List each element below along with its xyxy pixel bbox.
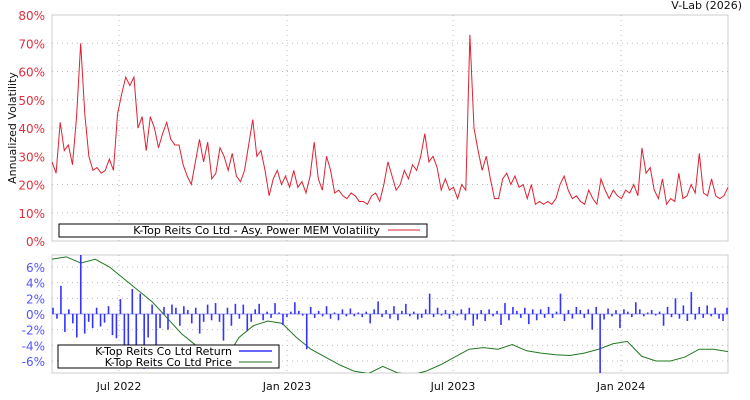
credit-label: V-Lab (2026)	[671, 0, 742, 12]
vol-plot-frame	[51, 14, 729, 242]
price-series-line	[52, 256, 728, 373]
vol-legend-label: K-Top Reits Co Ltd - Asy. Power MEM Vola…	[133, 224, 380, 237]
return-legend-label: K-Top Reits Co Ltd Return	[95, 345, 232, 358]
x-tick-label: Jan 2023	[262, 380, 311, 393]
vol-y-tick-label: 30%	[18, 150, 45, 164]
x-tick-label: Jul 2022	[96, 380, 142, 393]
vol-series-line	[51, 34, 729, 206]
vol-y-tick-label: 50%	[18, 94, 45, 108]
return-y-tick-label: -2%	[22, 324, 45, 338]
vol-y-tick-label: 70%	[18, 37, 45, 51]
vol-y-tick-label: 60%	[18, 66, 45, 80]
x-tick-label: Jul 2023	[430, 380, 476, 393]
vol-y-tick-label: 20%	[18, 179, 45, 193]
vol-legend-box	[58, 223, 428, 238]
price-legend-label: K-Top Reits Co Ltd Price	[105, 356, 232, 369]
return-y-tick-label: 0%	[26, 308, 45, 322]
vol-y-tick-label: 80%	[18, 9, 45, 23]
return-y-tick-label: -6%	[22, 355, 45, 369]
return-y-tick-label: 6%	[26, 261, 45, 275]
return-y-tick-label: 4%	[26, 277, 45, 291]
vol-y-tick-label: 10%	[18, 207, 45, 221]
x-tick-label: Jan 2024	[596, 380, 645, 393]
vol-y-tick-label: 0%	[26, 235, 45, 249]
return-legend-box	[57, 344, 280, 369]
return-y-tick-label: 2%	[26, 292, 45, 306]
return-y-tick-label: -4%	[22, 339, 45, 353]
return-plot-group	[52, 255, 728, 373]
vol-y-tick-label: 40%	[18, 122, 45, 136]
vol-y-axis-label: Annualized Volatility	[6, 72, 19, 184]
